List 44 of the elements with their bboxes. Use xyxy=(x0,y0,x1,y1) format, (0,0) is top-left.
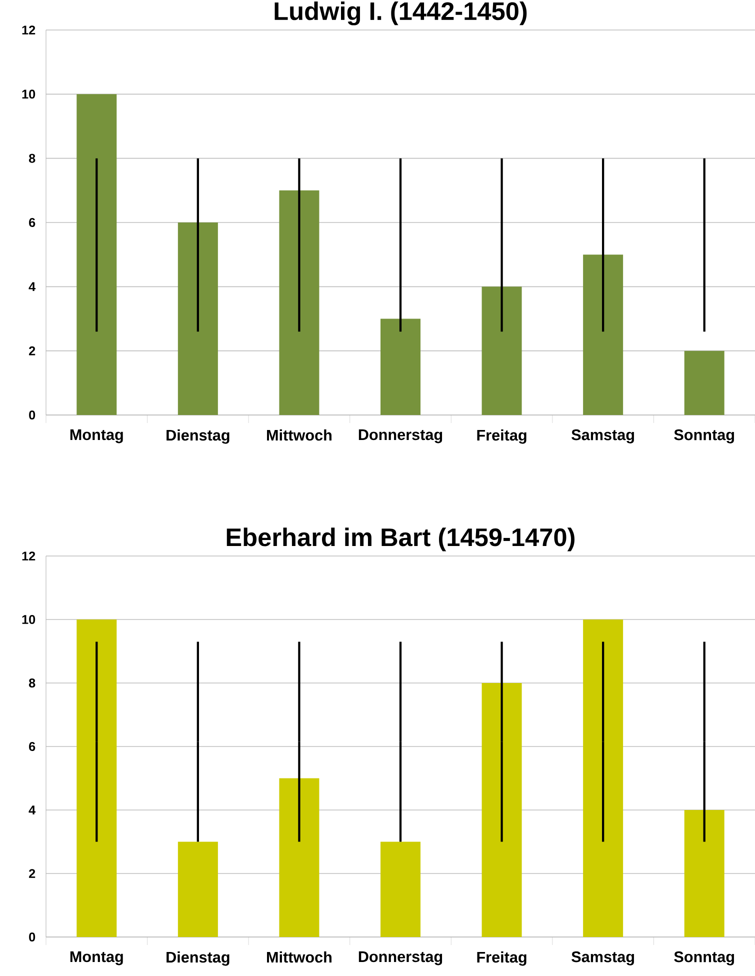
y-tick-label: 8 xyxy=(28,154,36,163)
bar xyxy=(279,190,320,415)
x-tick-label: Dienstag xyxy=(166,429,230,444)
x-tick-label: Montag xyxy=(70,951,123,966)
bar xyxy=(583,254,624,415)
bar xyxy=(76,94,117,415)
x-tick-label: Samstag xyxy=(572,429,634,444)
y-tick-label: 2 xyxy=(28,869,36,878)
bar xyxy=(279,778,320,937)
chart-title: Eberhard im Bart (1459-1470) xyxy=(226,528,574,552)
y-tick-label: 0 xyxy=(29,932,36,942)
y-tick-label: 10 xyxy=(22,90,36,99)
bar xyxy=(178,842,218,937)
y-tick-label: 12 xyxy=(22,552,36,560)
y-tick-label: 4 xyxy=(28,806,36,814)
y-tick-label: 12 xyxy=(22,26,36,34)
x-tick-label: Montag xyxy=(70,429,123,444)
x-tick-label: Donnerstag xyxy=(358,429,442,444)
x-tick-label: Freitag xyxy=(477,951,526,966)
bar xyxy=(178,222,218,415)
x-tick-label: Mittwoch xyxy=(267,951,332,963)
x-tick-label: Donnerstag xyxy=(358,951,442,966)
x-tick-label: Dienstag xyxy=(166,951,230,966)
y-tick-label: 6 xyxy=(29,742,36,751)
x-tick-label: Samstag xyxy=(572,951,634,966)
y-tick-label: 8 xyxy=(28,678,36,688)
bar xyxy=(380,318,420,415)
bar xyxy=(684,810,724,937)
bar xyxy=(482,683,522,937)
x-tick-label: Sonntag xyxy=(674,951,734,966)
chart-title: Ludwig I. (1442-1450) xyxy=(274,2,527,26)
x-tick-label: Freitag xyxy=(477,429,526,444)
y-tick-label: 4 xyxy=(28,282,36,292)
bar xyxy=(583,619,624,937)
y-tick-label: 10 xyxy=(22,615,36,624)
x-tick-label: Mittwoch xyxy=(267,429,332,441)
y-tick-label: 2 xyxy=(28,346,36,356)
y-tick-label: 6 xyxy=(29,218,36,227)
bar xyxy=(380,842,420,937)
x-tick-label: Sonntag xyxy=(674,429,734,444)
y-tick-label: 0 xyxy=(29,410,36,420)
bar xyxy=(684,350,724,415)
bar xyxy=(76,619,117,937)
bar xyxy=(482,286,522,415)
